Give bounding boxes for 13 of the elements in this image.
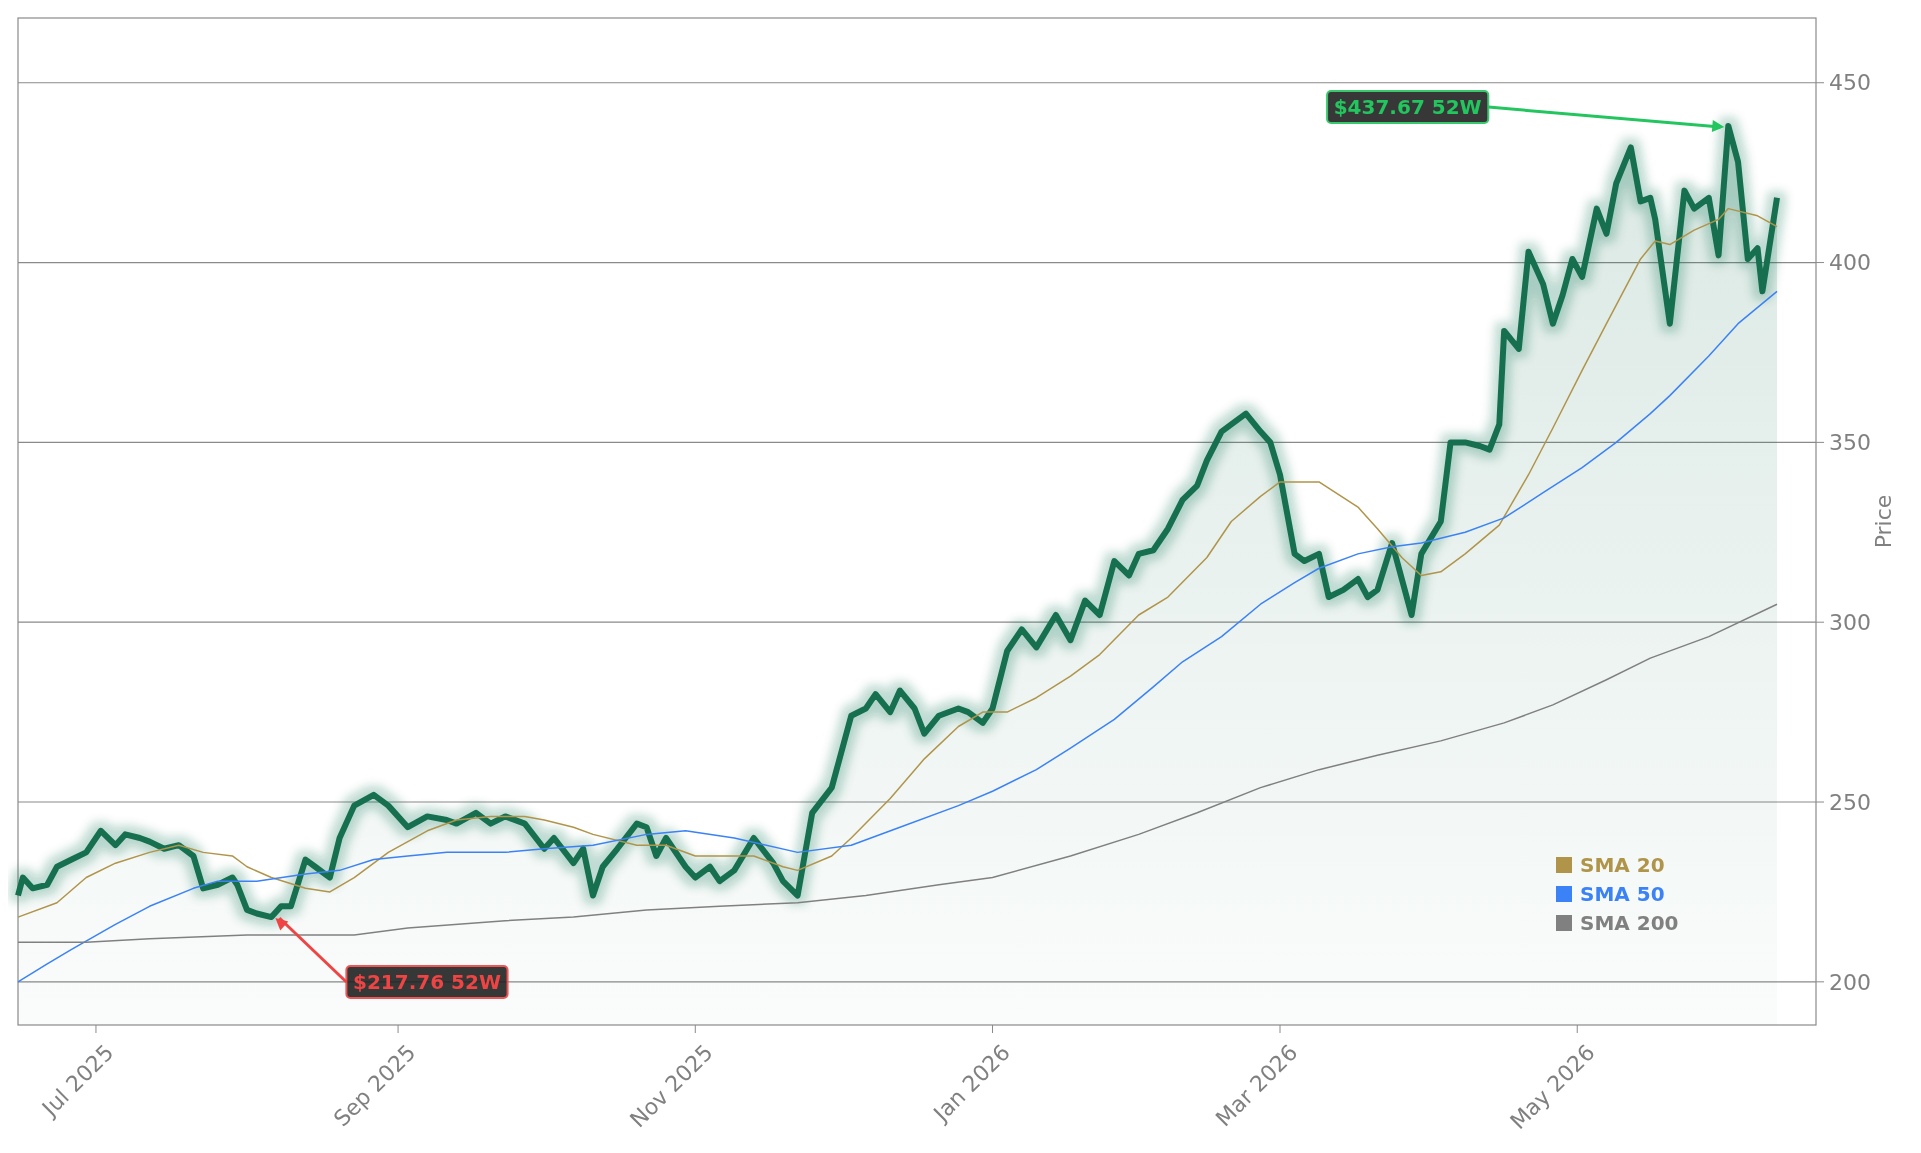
y-axis-title: Price: [1871, 494, 1896, 549]
legend-label: SMA 200: [1580, 911, 1679, 935]
line-series: [17, 207, 1778, 918]
legend-label: SMA 50: [1580, 882, 1665, 906]
y-tick-label: 400: [1829, 250, 1871, 276]
annotation: $437.67 52W: [1333, 95, 1482, 120]
annotation: $217.76 52W: [353, 969, 501, 994]
legend-label: SMA 20: [1580, 853, 1665, 877]
y-tick-label: 300: [1829, 609, 1871, 635]
y-tick-label: 350: [1829, 430, 1871, 456]
y-tick-label: 250: [1829, 789, 1871, 815]
y-tick-label: 200: [1829, 969, 1871, 995]
y-tick-label: 450: [1829, 70, 1871, 96]
